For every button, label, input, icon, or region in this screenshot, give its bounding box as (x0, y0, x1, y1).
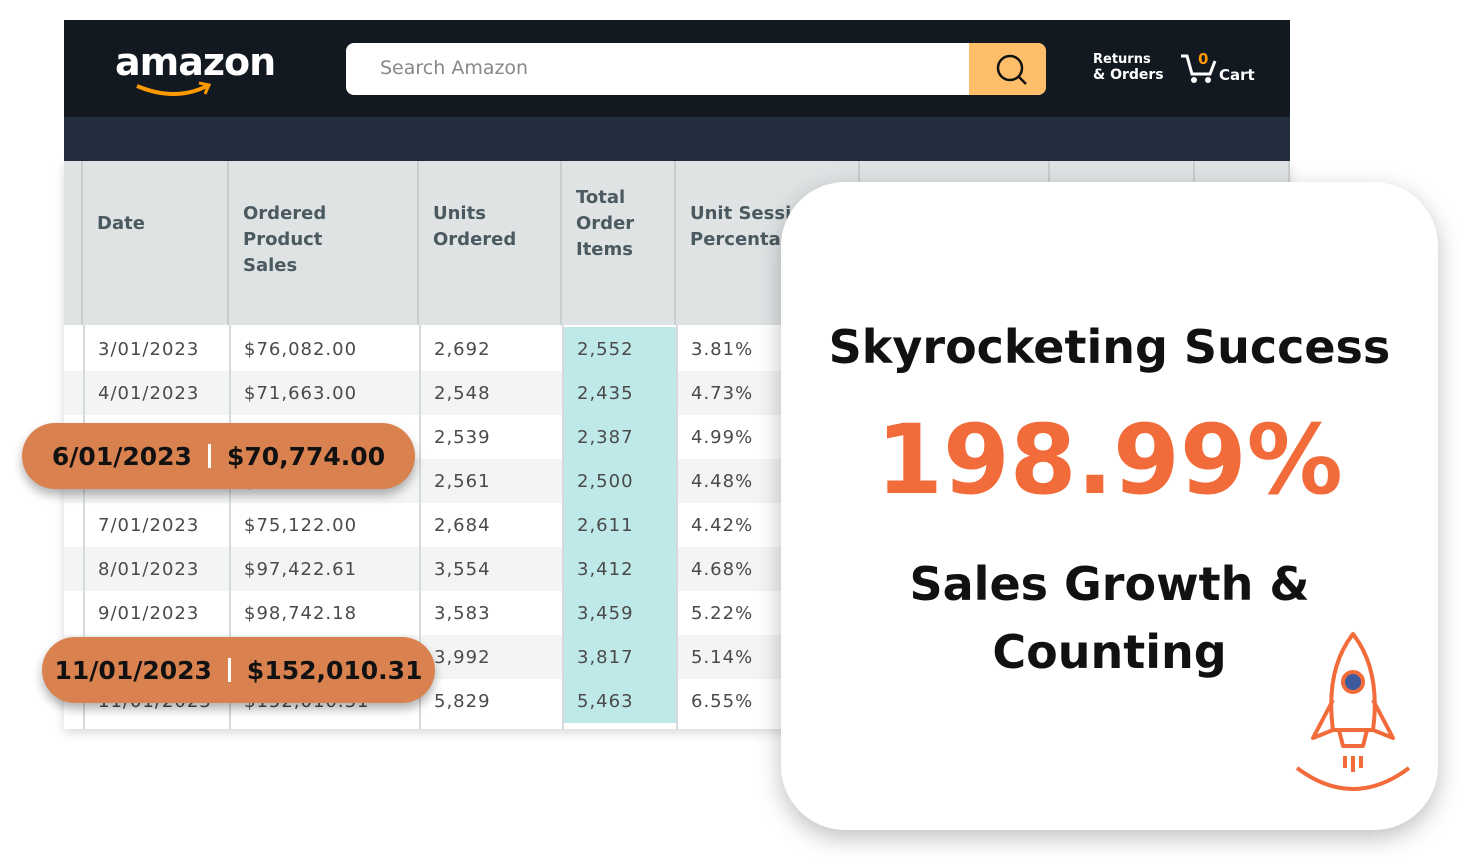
column-title: Date (97, 213, 145, 234)
cell: $71,663.00 (244, 383, 358, 404)
highlight-cell (562, 371, 676, 415)
callout-date: 11/01/2023 (54, 655, 212, 685)
highlight-cell (562, 547, 676, 591)
cell: $97,422.61 (244, 559, 358, 580)
column-divider (229, 325, 231, 729)
separator (227, 658, 231, 682)
column-header: Units Ordered (419, 161, 562, 325)
column-header: Ordered Product Sales (229, 161, 419, 325)
rocket-icon (1295, 632, 1411, 791)
cell: $76,082.00 (244, 339, 358, 360)
highlight-cell (562, 591, 676, 635)
cell: 3,992 (434, 647, 491, 668)
cell: 3,817 (577, 647, 634, 668)
card-line: Sales Growth & (909, 557, 1310, 611)
column-divider (419, 325, 421, 729)
cell: 4/01/2023 (98, 383, 200, 404)
cell: 5,463 (577, 691, 634, 712)
cell: 4.42% (691, 515, 754, 536)
cell: 3.81% (691, 339, 754, 360)
cell: 2,539 (434, 427, 491, 448)
card-figure: 198.99% (876, 404, 1343, 516)
column-title: Units Ordered (433, 203, 517, 250)
cell: 7/01/2023 (98, 515, 200, 536)
subnav (64, 117, 1290, 161)
cell: 3,554 (434, 559, 491, 580)
column-title: Unit Session Percentage (690, 203, 817, 250)
cell: 9/01/2023 (98, 603, 200, 624)
column-header: Total Order Items (562, 161, 676, 325)
cell: 2,552 (577, 339, 634, 360)
logo-smile (136, 81, 212, 96)
separator (207, 444, 211, 468)
cell: 2,561 (434, 471, 491, 492)
highlight-cell (562, 679, 676, 723)
column-header: Date (83, 161, 229, 325)
callout-amount: $70,774.00 (226, 441, 386, 471)
returns[interactable]: Returns (1093, 52, 1151, 67)
search-placeholder: Search Amazon (380, 57, 529, 79)
cell: 3,583 (434, 603, 491, 624)
cell: 5.22% (691, 603, 754, 624)
cell: 2,387 (577, 427, 634, 448)
cell: 4.73% (691, 383, 754, 404)
cell: 2,684 (434, 515, 491, 536)
highlight-cell (562, 415, 676, 459)
logo[interactable]: amazon (115, 40, 276, 84)
orders[interactable]: & Orders (1093, 67, 1164, 83)
cart-label[interactable]: Cart (1219, 66, 1255, 84)
cart-icon[interactable] (1180, 52, 1220, 84)
highlight-cell (562, 503, 676, 547)
highlight-cell (562, 635, 676, 679)
highlight-cell (562, 459, 676, 503)
cell: 2,611 (577, 515, 634, 536)
cell: 2,548 (434, 383, 491, 404)
column-title: Ordered Product Sales (243, 203, 327, 276)
cell: $98,742.18 (244, 603, 358, 624)
cart-count: 0 (1198, 50, 1209, 68)
cell: 2,500 (577, 471, 634, 492)
callout: 11/01/2023 $152,010.31 (42, 637, 435, 703)
column-divider (562, 325, 564, 729)
card: Skyrocketing Success 198.99% Sales Growt… (781, 182, 1438, 830)
card-line: Counting (992, 625, 1227, 679)
card-title: Skyrocketing Success (828, 320, 1391, 374)
cell: 3,459 (577, 603, 634, 624)
search-box[interactable]: Search Amazon (346, 43, 1046, 95)
cell: 4.68% (691, 559, 754, 580)
search-button[interactable] (969, 43, 1046, 95)
cell: 4.48% (691, 471, 754, 492)
column-title: Total Order Items (576, 187, 635, 260)
callout: 6/01/2023 $70,774.00 (22, 423, 415, 489)
cell: 2,692 (434, 339, 491, 360)
cell: 2,435 (577, 383, 634, 404)
highlight-cell (562, 327, 676, 371)
callout-date: 6/01/2023 (51, 441, 192, 471)
cell: 8/01/2023 (98, 559, 200, 580)
cell: 4.99% (691, 427, 754, 448)
cell: 6.55% (691, 691, 754, 712)
column-divider (676, 325, 678, 729)
callout-amount: $152,010.31 (246, 655, 423, 685)
cell: 5.14% (691, 647, 754, 668)
header-pad (64, 161, 83, 325)
cell: 3/01/2023 (98, 339, 200, 360)
column-divider (83, 325, 85, 729)
cell: $75,122.00 (244, 515, 358, 536)
cell: 5,829 (434, 691, 491, 712)
cell: 3,412 (577, 559, 634, 580)
